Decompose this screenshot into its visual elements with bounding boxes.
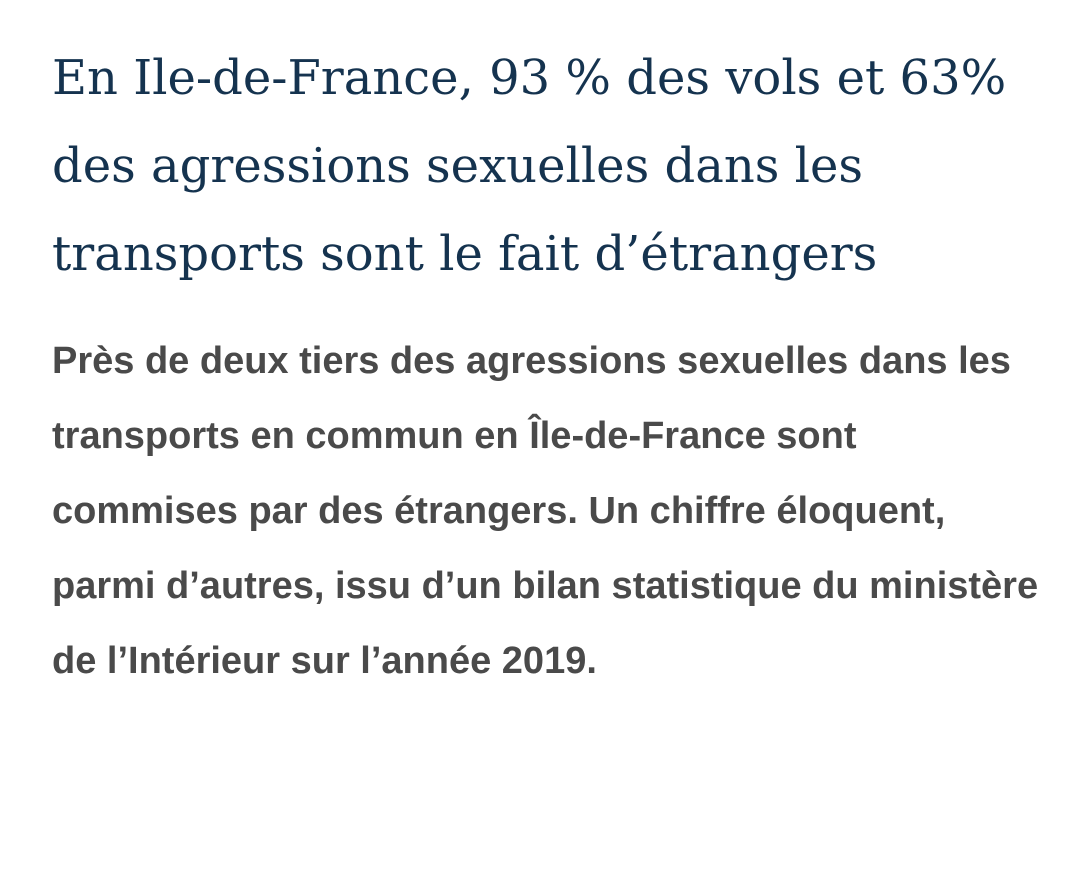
article: En Ile-de-France, 93 % des vols et 63% d… (52, 34, 1042, 699)
article-headline: En Ile-de-France, 93 % des vols et 63% d… (52, 50, 1007, 282)
article-lede: Près de deux tiers des agressions sexuel… (52, 340, 1039, 682)
